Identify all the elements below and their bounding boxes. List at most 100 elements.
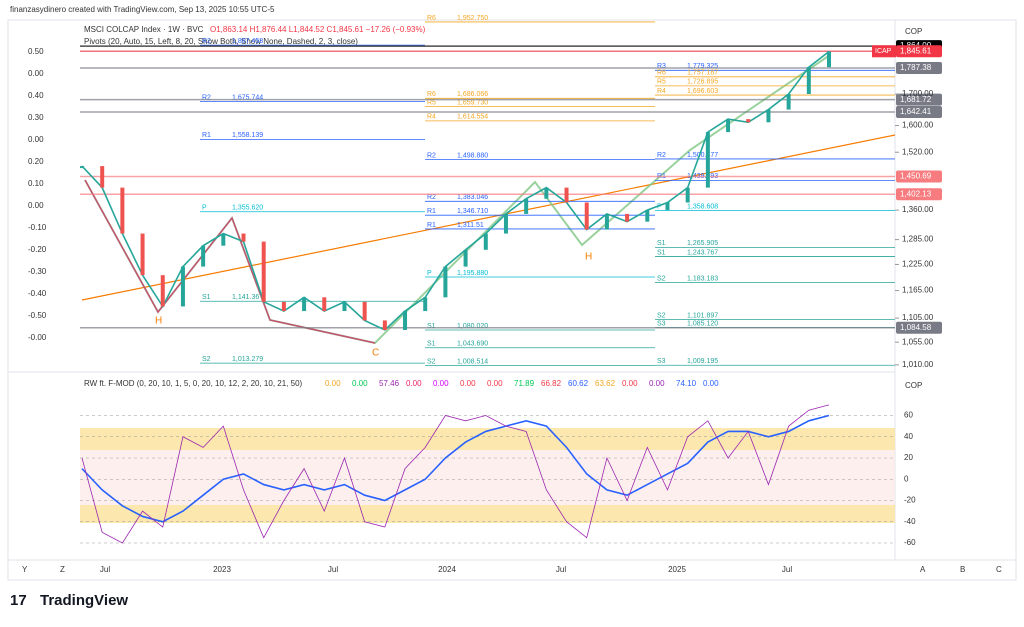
readout: 0.00 xyxy=(487,379,503,388)
pivot-name: P xyxy=(657,203,662,210)
button[interactable]: B xyxy=(960,565,965,574)
pivot-name: S3 xyxy=(657,358,666,365)
pivot-value: 1,008.514 xyxy=(457,358,488,365)
osc-currency: COP xyxy=(905,381,922,390)
pivot-value: 1,358.608 xyxy=(687,203,718,210)
left-scale-label: 0.10 xyxy=(28,179,44,188)
candle xyxy=(665,202,670,211)
price-box xyxy=(896,93,942,106)
price-box xyxy=(896,105,942,118)
left-scale-label: -0.30 xyxy=(28,267,47,276)
pivot-value: 1,498.880 xyxy=(457,152,488,159)
left-scale-label: 0.20 xyxy=(28,157,44,166)
price-box xyxy=(896,170,942,183)
price-box xyxy=(896,321,942,334)
pivot-value: 1,558.139 xyxy=(232,132,263,139)
pivot-value: 1,659.730 xyxy=(457,99,488,106)
pattern-label: C xyxy=(372,348,379,359)
price-box-label: 1,787.38 xyxy=(900,63,932,72)
candle xyxy=(302,297,307,312)
pivot-value: 1,265.905 xyxy=(687,240,718,247)
pivot-name: R6 xyxy=(427,91,436,98)
pivot-value: 1,183.183 xyxy=(687,275,718,282)
left-scale-label: 0.00 xyxy=(28,135,44,144)
symbol-tag xyxy=(872,45,896,58)
pivot-value: 1,686.066 xyxy=(457,91,488,98)
logo: TradingView xyxy=(40,592,128,609)
pivot-value: 1,757.187 xyxy=(687,70,718,77)
pivot-name: S2 xyxy=(657,312,666,319)
pivot-name: P xyxy=(202,205,207,212)
pivot-name: R1 xyxy=(202,132,211,139)
candle xyxy=(625,213,630,222)
pivot-name: S1 xyxy=(202,294,211,301)
x-tick-label: Jul xyxy=(100,565,110,574)
osc-tick-label: 20 xyxy=(904,453,913,462)
readout: 0.00 xyxy=(460,379,476,388)
button[interactable]: A xyxy=(920,565,926,574)
pivot-name: S1 xyxy=(657,240,666,247)
osc-tick-label: 0 xyxy=(904,474,909,483)
pivot-name: R6 xyxy=(657,70,666,77)
x-tick-label: Jul xyxy=(328,565,338,574)
oversold-zone xyxy=(80,505,895,523)
pivots-legend: Pivots (20, Auto, 15, Left, 8, 20, Show … xyxy=(84,37,358,46)
pivot-value: 1,311.51 xyxy=(457,222,484,229)
x-tick-label: 2023 xyxy=(213,565,231,574)
candle xyxy=(180,266,185,307)
candle xyxy=(786,94,791,110)
pivot-name: S1 xyxy=(657,249,666,256)
price-box xyxy=(896,61,942,74)
pivot-name: R3 xyxy=(657,63,666,70)
candle xyxy=(766,109,771,123)
pivot-name: R1 xyxy=(427,208,436,215)
candle xyxy=(483,233,488,250)
y-tick-label: 1,105.00 xyxy=(902,313,934,322)
pivot-name: S3 xyxy=(657,320,666,327)
candle xyxy=(827,51,831,68)
symbol-tag-label: ICAP xyxy=(875,48,892,55)
candle xyxy=(463,249,468,267)
candle xyxy=(201,245,206,267)
pivot-value: 1,867.458 xyxy=(232,38,263,45)
pivot-value: 1,500.477 xyxy=(687,152,718,159)
logo-icon: 17 xyxy=(10,592,27,609)
readout: 74.10 xyxy=(676,379,697,388)
price-box xyxy=(896,188,942,201)
readout: 60.62 xyxy=(568,379,589,388)
readout: 0.00 xyxy=(703,379,719,388)
price-box-label: 1,642.41 xyxy=(900,107,932,116)
pivot-name: R1 xyxy=(427,222,436,229)
readout: 0.00 xyxy=(433,379,449,388)
pivot-value: 1,614.554 xyxy=(457,114,488,121)
price-box-label: 1,681.72 xyxy=(900,95,932,104)
candle xyxy=(382,320,387,330)
pivot-name: R5 xyxy=(657,79,666,86)
left-scale-label: 0.00 xyxy=(28,201,44,210)
pivot-value: 1,195.880 xyxy=(457,270,488,277)
pivot-name: R2 xyxy=(657,152,666,159)
y-tick-label: 1,285.00 xyxy=(902,235,934,244)
pivot-value: 1,952.750 xyxy=(457,15,488,22)
osc-line xyxy=(81,414,830,523)
x-tick-label: 2024 xyxy=(438,565,456,574)
pivot-value: 1,675.744 xyxy=(232,94,263,101)
button[interactable]: C xyxy=(996,565,1002,574)
button[interactable]: Z xyxy=(60,565,65,574)
left-scale-label: -0.40 xyxy=(28,289,47,298)
candle xyxy=(322,297,327,312)
button[interactable]: Y xyxy=(22,565,28,574)
pivot-name: P xyxy=(427,270,432,277)
candle xyxy=(221,233,226,246)
symbol: MSCI COLCAP Index · 1W · BVC xyxy=(84,25,204,34)
readout: 66.82 xyxy=(541,379,562,388)
candle xyxy=(503,213,508,234)
osc-tick-label: 60 xyxy=(904,411,913,420)
pivot-value: 1,383.046 xyxy=(457,194,488,201)
pivot-name: S2 xyxy=(427,358,436,365)
pivot-value: 1,346.710 xyxy=(457,208,488,215)
candle xyxy=(443,266,448,298)
osc-tick-label: -20 xyxy=(904,496,916,505)
left-scale-label: 0.40 xyxy=(28,91,44,100)
